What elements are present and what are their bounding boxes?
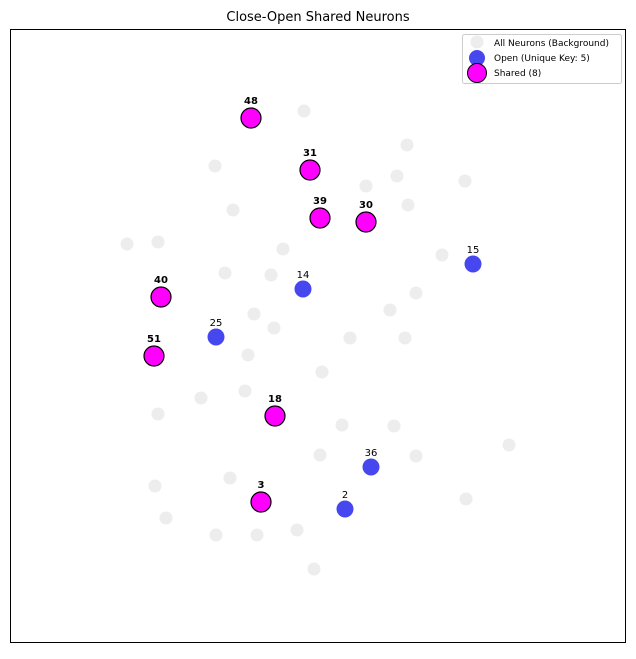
open-neuron-point [207, 328, 225, 346]
open-neuron-point [362, 458, 380, 476]
background-neuron-point [267, 321, 281, 335]
chart-title: Close-Open Shared Neurons [226, 10, 409, 25]
open-neuron-label: 25 [210, 318, 223, 329]
shared-neuron-label: 39 [313, 196, 327, 207]
shared-neuron-point [309, 207, 331, 229]
background-neuron-point [398, 331, 412, 345]
legend-marker-shared [467, 63, 487, 83]
background-neuron-point [238, 384, 252, 398]
background-neuron-point [151, 407, 165, 421]
open-neuron-label: 36 [365, 448, 378, 459]
shared-neuron-point [143, 345, 165, 367]
background-neuron-point [343, 331, 357, 345]
background-neuron-point [226, 203, 240, 217]
legend-label-shared: Shared (8) [494, 69, 541, 79]
background-neuron-point [400, 138, 414, 152]
background-neuron-point [223, 471, 237, 485]
open-neuron-point [294, 280, 312, 298]
background-neuron-point [250, 528, 264, 542]
open-neuron-point [336, 500, 354, 518]
shared-neuron-point [299, 159, 321, 181]
background-neuron-point [502, 438, 516, 452]
shared-points-layer: 48 31 39 30 40 51 18 3 [143, 96, 377, 513]
shared-neuron-point [240, 107, 262, 129]
open-neuron-point [464, 255, 482, 273]
background-neuron-point [297, 104, 311, 118]
legend-box [462, 34, 622, 84]
background-neuron-point [435, 248, 449, 262]
background-neuron-point [459, 492, 473, 506]
background-neuron-point [151, 235, 165, 249]
background-neuron-point [290, 523, 304, 537]
background-neuron-point [159, 511, 173, 525]
background-neuron-point [120, 237, 134, 251]
background-neuron-point [315, 365, 329, 379]
shared-neuron-label: 40 [154, 275, 168, 286]
shared-neuron-label: 51 [147, 334, 161, 345]
background-neuron-point [458, 174, 472, 188]
background-neuron-point [390, 169, 404, 183]
background-neuron-point [307, 562, 321, 576]
background-neuron-point [387, 419, 401, 433]
shared-neuron-label: 18 [268, 394, 282, 405]
background-neuron-point [241, 348, 255, 362]
open-neuron-label: 2 [342, 490, 348, 501]
shared-neuron-label: 30 [359, 200, 373, 211]
background-neuron-point [313, 448, 327, 462]
background-neuron-point [218, 266, 232, 280]
background-neuron-point [409, 286, 423, 300]
background-neuron-point [264, 268, 278, 282]
legend-marker-open [469, 50, 485, 66]
open-points-layer: 15 14 25 36 2 [207, 245, 482, 518]
background-neuron-point [409, 449, 423, 463]
shared-neuron-label: 31 [303, 148, 317, 159]
plot-area-frame [10, 29, 626, 643]
background-neuron-point [194, 391, 208, 405]
background-neuron-point [335, 418, 349, 432]
background-neuron-point [401, 198, 415, 212]
background-neuron-point [359, 179, 373, 193]
open-neuron-label: 15 [467, 245, 480, 256]
legend-label-open: Open (Unique Key: 5) [494, 54, 590, 64]
background-neuron-point [276, 242, 290, 256]
shared-neuron-point [150, 286, 172, 308]
background-points-layer [120, 104, 516, 576]
background-neuron-point [148, 479, 162, 493]
shared-neuron-label: 3 [258, 480, 265, 491]
legend-label-background: All Neurons (Background) [494, 39, 609, 49]
shared-neuron-point [264, 405, 286, 427]
background-neuron-point [208, 159, 222, 173]
legend: All Neurons (Background) Open (Unique Ke… [462, 34, 622, 84]
legend-marker-background [470, 35, 484, 49]
background-neuron-point [383, 303, 397, 317]
shared-neuron-point [250, 491, 272, 513]
background-neuron-point [209, 528, 223, 542]
shared-neuron-label: 48 [244, 96, 258, 107]
open-neuron-label: 14 [297, 270, 310, 281]
background-neuron-point [247, 307, 261, 321]
shared-neuron-point [355, 211, 377, 233]
